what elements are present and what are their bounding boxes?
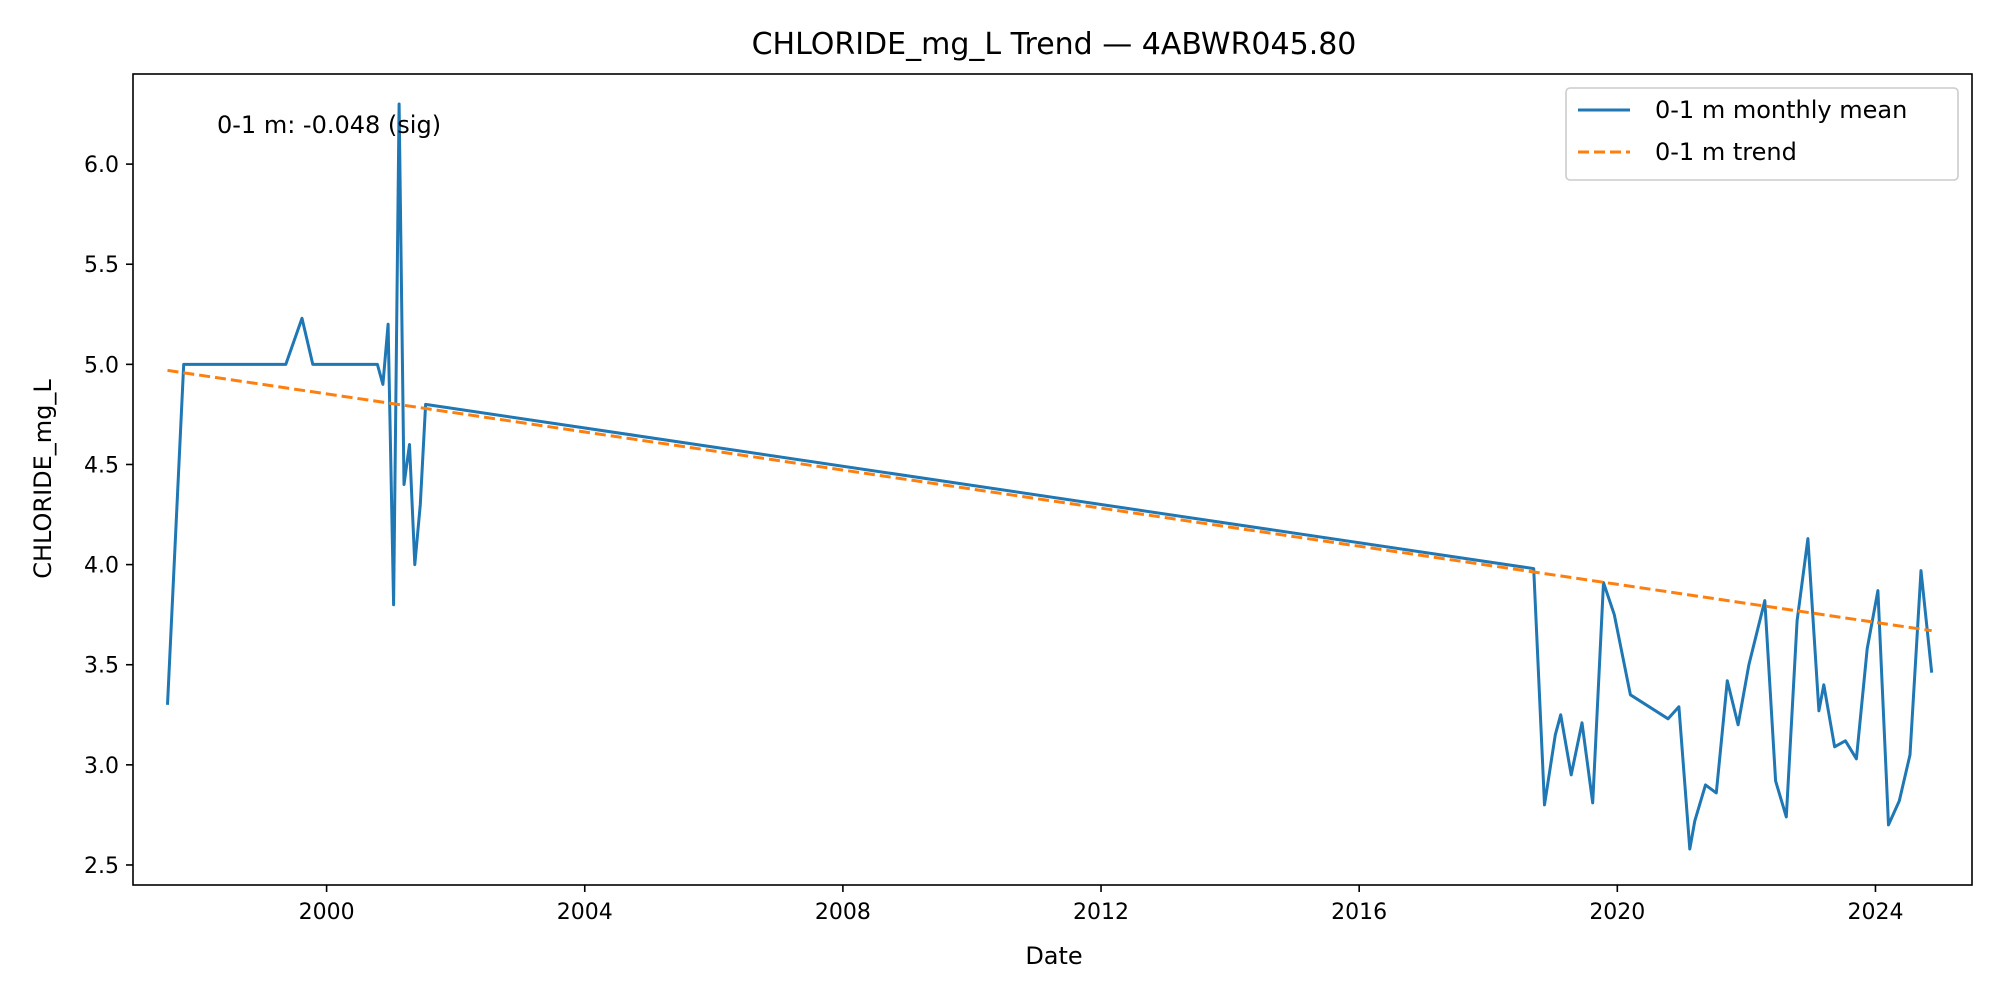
x-axis-label: Date xyxy=(1025,942,1082,970)
y-tick-label: 3.5 xyxy=(84,654,119,679)
legend-label-trend: 0-1 m trend xyxy=(1655,138,1797,166)
x-tick-label: 2008 xyxy=(815,900,871,925)
series-line-monthly-mean xyxy=(166,102,1934,851)
y-tick-label: 4.0 xyxy=(84,554,119,579)
legend: 0-1 m monthly mean 0-1 m trend xyxy=(1565,87,1959,181)
y-tick-label: 5.5 xyxy=(84,253,119,278)
legend-box xyxy=(1565,87,1959,181)
x-tick-label: 2024 xyxy=(1847,900,1903,925)
x-tick-label: 2000 xyxy=(299,900,355,925)
trend-annotation: 0-1 m: -0.048 (sig) xyxy=(217,111,441,139)
y-tick-label: 2.5 xyxy=(84,854,119,879)
x-tick-label: 2016 xyxy=(1331,900,1387,925)
y-tick-label: 6.0 xyxy=(84,153,119,178)
series-line-trend xyxy=(167,368,1932,633)
plot-area xyxy=(132,73,1973,886)
x-tick-label: 2004 xyxy=(557,900,613,925)
y-tick-label: 5.0 xyxy=(84,353,119,378)
legend-label-monthly-mean: 0-1 m monthly mean xyxy=(1655,96,1907,124)
y-axis-label: CHLORIDE_mg_L xyxy=(29,379,57,579)
chart-title: CHLORIDE_mg_L Trend — 4ABWR045.80 xyxy=(752,27,1357,62)
x-axis-ticks: 2000 2004 2008 2012 2016 2020 2024 xyxy=(299,885,1903,925)
y-tick-label: 4.5 xyxy=(84,453,119,478)
y-tick-label: 3.0 xyxy=(84,754,119,779)
x-tick-label: 2012 xyxy=(1073,900,1129,925)
y-axis-ticks: 2.5 3.0 3.5 4.0 4.5 5.0 5.5 6.0 xyxy=(84,153,133,879)
x-tick-label: 2020 xyxy=(1589,900,1645,925)
series-layer xyxy=(166,102,1934,851)
